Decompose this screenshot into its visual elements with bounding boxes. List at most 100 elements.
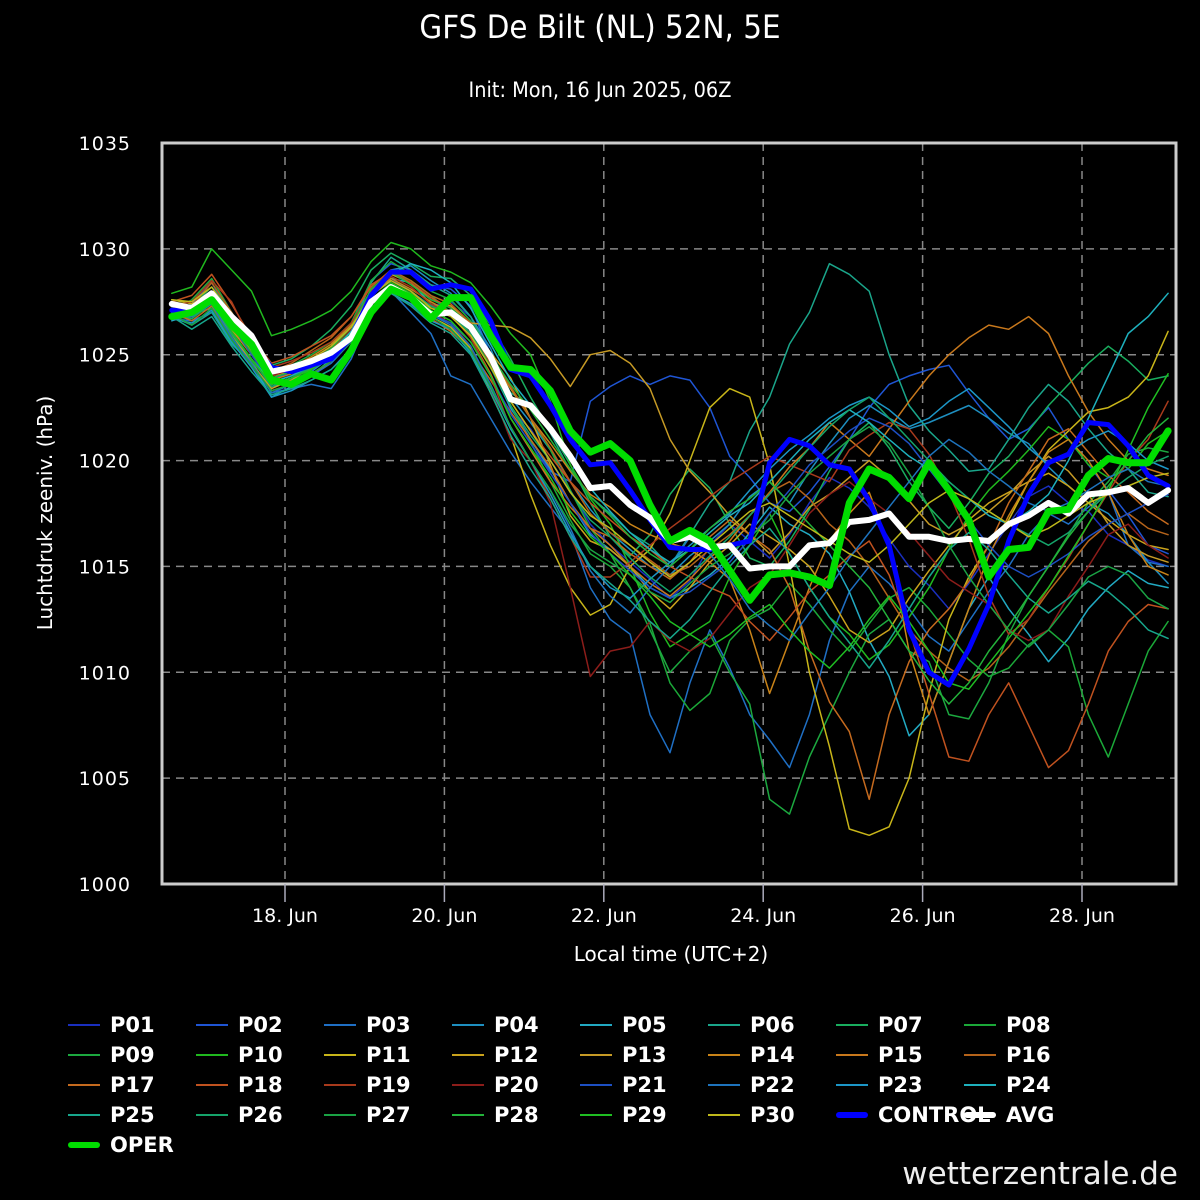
- legend-swatch: [580, 1114, 612, 1116]
- legend-swatch: [68, 1024, 100, 1026]
- legend-label: OPER: [110, 1133, 174, 1157]
- legend-item-p23: P23: [836, 1070, 923, 1100]
- legend-swatch: [324, 1024, 356, 1026]
- legend-item-p14: P14: [708, 1040, 795, 1070]
- legend-item-p24: P24: [964, 1070, 1051, 1100]
- legend-item-p13: P13: [580, 1040, 667, 1070]
- watermark: wetterzentrale.de: [902, 1156, 1178, 1192]
- legend-item-p09: P09: [68, 1040, 155, 1070]
- chart-title: GFS De Bilt (NL) 52N, 5E: [419, 8, 781, 46]
- legend-swatch: [196, 1084, 228, 1086]
- legend-swatch: [964, 1024, 996, 1026]
- legend-item-p15: P15: [836, 1040, 923, 1070]
- series-line-control: [169, 269, 1171, 688]
- legend-label: P11: [366, 1043, 411, 1067]
- legend-label: P12: [494, 1043, 539, 1067]
- legend-label: P18: [238, 1073, 283, 1097]
- legend-swatch: [964, 1112, 996, 1118]
- legend-item-p04: P04: [452, 1010, 539, 1040]
- legend-label: P09: [110, 1043, 155, 1067]
- legend-label: P25: [110, 1103, 155, 1127]
- y-tick-label: 1035: [79, 133, 131, 155]
- legend-label: P10: [238, 1043, 283, 1067]
- legend-label: P02: [238, 1013, 283, 1037]
- legend-label: P21: [622, 1073, 667, 1097]
- legend-swatch: [836, 1084, 868, 1086]
- series-line-p03: [171, 290, 1169, 769]
- legend-item-p06: P06: [708, 1010, 795, 1040]
- legend-item-p28: P28: [452, 1100, 539, 1130]
- legend-label: P24: [1006, 1073, 1051, 1097]
- series-line-p30: [171, 279, 1169, 578]
- chart-svg: 1000 1005 1010 1015 1020 1025 1030 1035 18. Jun…: [33, 133, 1178, 966]
- y-tick-label: 1010: [79, 662, 131, 684]
- legend-item-p19: P19: [324, 1070, 411, 1100]
- legend-swatch: [964, 1054, 996, 1056]
- y-tick-label: 1000: [79, 874, 131, 896]
- series-line-avg: [168, 284, 1172, 572]
- legend-item-p21: P21: [580, 1070, 667, 1100]
- legend-label: P23: [878, 1073, 923, 1097]
- legend-item-p27: P27: [324, 1100, 411, 1130]
- legend-label: P03: [366, 1013, 411, 1037]
- series-line-oper: [168, 285, 1172, 604]
- legend-item-p22: P22: [708, 1070, 795, 1100]
- legend-swatch: [836, 1112, 868, 1118]
- legend-label: P20: [494, 1073, 539, 1097]
- legend-swatch: [708, 1024, 740, 1026]
- legend-swatch: [580, 1084, 612, 1086]
- legend-label: P29: [622, 1103, 667, 1127]
- y-axis-label: Luchtdruk zeeniv. (hPa): [33, 396, 57, 631]
- legend-swatch: [452, 1084, 484, 1086]
- legend-label: P05: [622, 1013, 667, 1037]
- y-tick-label: 1025: [79, 345, 131, 367]
- legend-item-p03: P03: [324, 1010, 411, 1040]
- legend-swatch: [580, 1024, 612, 1026]
- x-tick-label: 18. Jun: [252, 905, 318, 927]
- legend-swatch: [68, 1084, 100, 1086]
- legend-label: P27: [366, 1103, 411, 1127]
- legend-item-p08: P08: [964, 1010, 1051, 1040]
- x-tick-label: 24. Jun: [730, 905, 796, 927]
- y-axis: 1000 1005 1010 1015 1020 1025 1030 1035: [79, 133, 131, 896]
- chart-subtitle: Init: Mon, 16 Jun 2025, 06Z: [468, 78, 732, 102]
- legend-swatch: [324, 1114, 356, 1116]
- legend-label: P22: [750, 1073, 795, 1097]
- legend-label: P28: [494, 1103, 539, 1127]
- legend-item-p12: P12: [452, 1040, 539, 1070]
- legend-item-p20: P20: [452, 1070, 539, 1100]
- legend-swatch: [964, 1084, 996, 1086]
- x-tick-label: 26. Jun: [890, 905, 956, 927]
- series-group: [168, 241, 1172, 837]
- series-line-p23: [171, 292, 1169, 599]
- series-line-p10: [171, 241, 1169, 661]
- legend-swatch: [196, 1114, 228, 1116]
- grid: [162, 143, 1176, 884]
- y-tick-label: 1030: [79, 239, 131, 261]
- series-line-p19: [171, 275, 1169, 635]
- legend-swatch: [324, 1084, 356, 1086]
- y-tick-label: 1005: [79, 768, 131, 790]
- legend-label: P19: [366, 1073, 411, 1097]
- legend-item-p17: P17: [68, 1070, 155, 1100]
- legend-label: AVG: [1006, 1103, 1055, 1127]
- legend-swatch: [452, 1054, 484, 1056]
- legend-item-p26: P26: [196, 1100, 283, 1130]
- legend-item-p30: P30: [708, 1100, 795, 1130]
- legend-swatch: [324, 1054, 356, 1056]
- x-tick-label: 22. Jun: [571, 905, 637, 927]
- legend-swatch: [836, 1054, 868, 1056]
- legend-item-p16: P16: [964, 1040, 1051, 1070]
- legend-swatch: [708, 1054, 740, 1056]
- legend-swatch: [708, 1084, 740, 1086]
- legend-label: P13: [622, 1043, 667, 1067]
- x-tick-label: 28. Jun: [1049, 905, 1115, 927]
- legend-swatch: [452, 1114, 484, 1116]
- series-line-p16: [171, 269, 1169, 682]
- legend-item-p05: P05: [580, 1010, 667, 1040]
- x-axis-label: Local time (UTC+2): [574, 942, 768, 966]
- legend-swatch: [196, 1024, 228, 1026]
- legend-item-p02: P02: [196, 1010, 283, 1040]
- legend-label: P17: [110, 1073, 155, 1097]
- legend-swatch: [68, 1054, 100, 1056]
